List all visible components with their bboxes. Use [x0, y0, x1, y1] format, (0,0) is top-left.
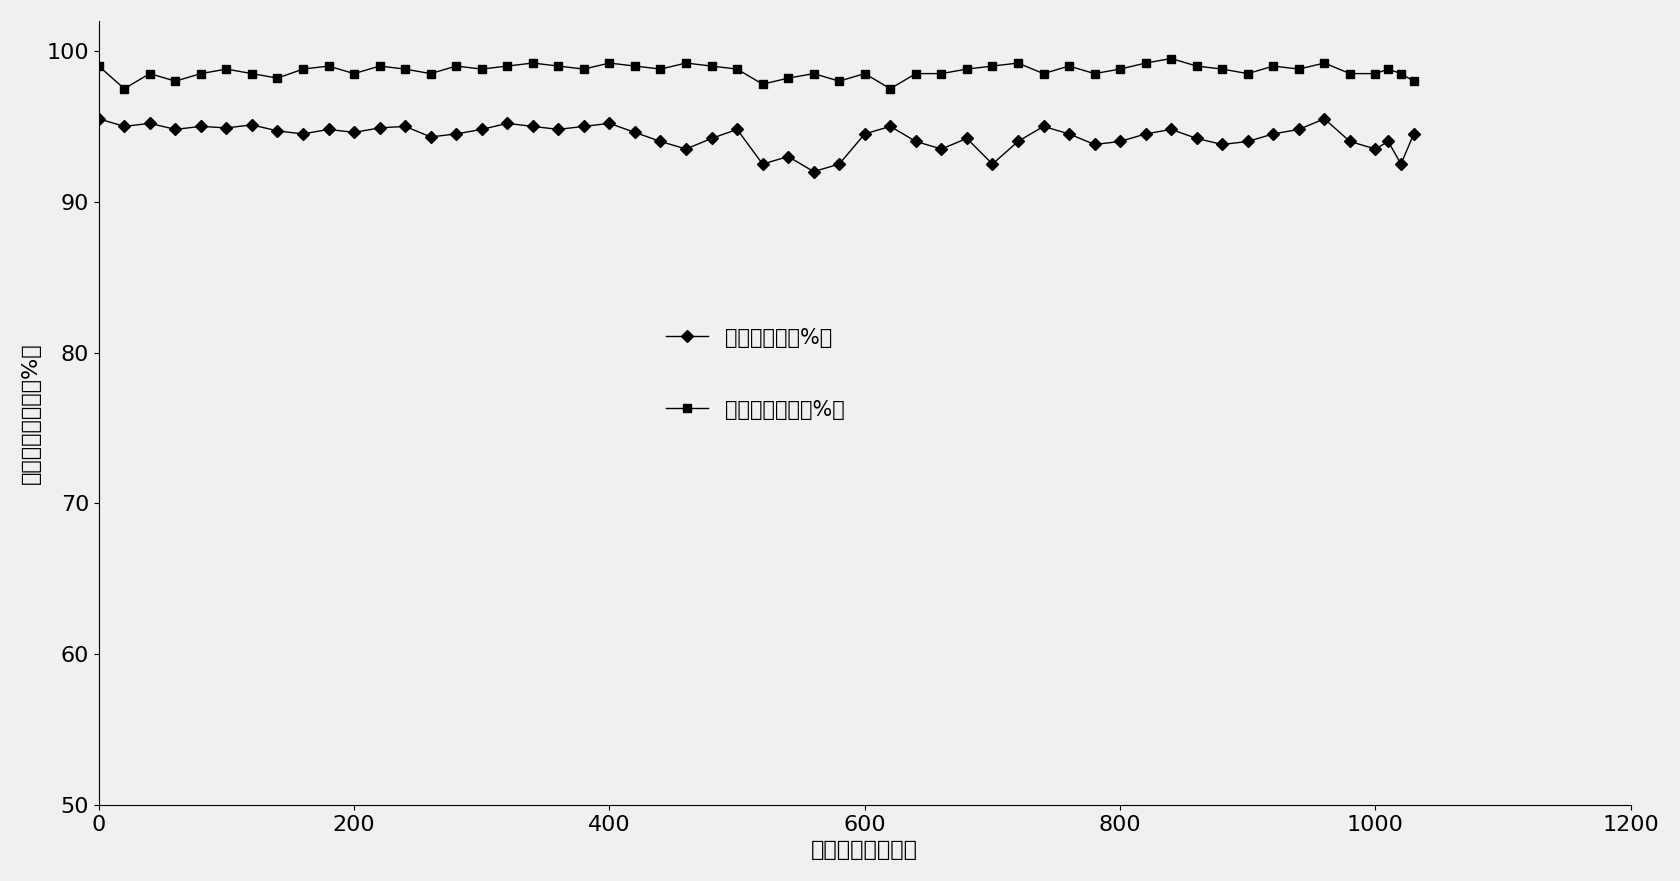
Line: 硒基苯选择性（%）: 硒基苯选择性（%） — [94, 55, 1418, 93]
硒基苯选择性（%） — [625, 61, 645, 71]
硒酸转化率（%） — [906, 137, 926, 147]
硒基苯选择性（%） — [906, 69, 926, 79]
硒基苯选择性（%） — [89, 61, 109, 71]
硒酸转化率（%） — [89, 114, 109, 124]
硒基苯选择性（%） — [855, 69, 875, 79]
硒酸转化率（%） — [319, 124, 339, 135]
Y-axis label: 转化率、选择性（%）: 转化率、选择性（%） — [20, 342, 40, 484]
硒基苯选择性（%） — [1404, 76, 1425, 86]
硒酸转化率（%） — [803, 167, 823, 177]
硒基苯选择性（%） — [1161, 53, 1181, 63]
硒酸转化率（%） — [855, 129, 875, 139]
硒酸转化率（%） — [931, 144, 951, 154]
Line: 硒酸转化率（%）: 硒酸转化率（%） — [94, 115, 1418, 176]
Legend: 硒酸转化率（%）, 硒基苯选择性（%）: 硒酸转化率（%）, 硒基苯选择性（%） — [645, 307, 865, 440]
硒酸转化率（%） — [1033, 121, 1053, 131]
硒酸转化率（%） — [1404, 129, 1425, 139]
硒基苯选择性（%） — [931, 69, 951, 79]
X-axis label: 反应时间（小时）: 反应时间（小时） — [811, 840, 919, 860]
硒酸转化率（%） — [600, 118, 620, 129]
硒基苯选择性（%） — [1033, 69, 1053, 79]
硒基苯选择性（%） — [344, 69, 365, 79]
硒基苯选择性（%） — [114, 84, 134, 94]
